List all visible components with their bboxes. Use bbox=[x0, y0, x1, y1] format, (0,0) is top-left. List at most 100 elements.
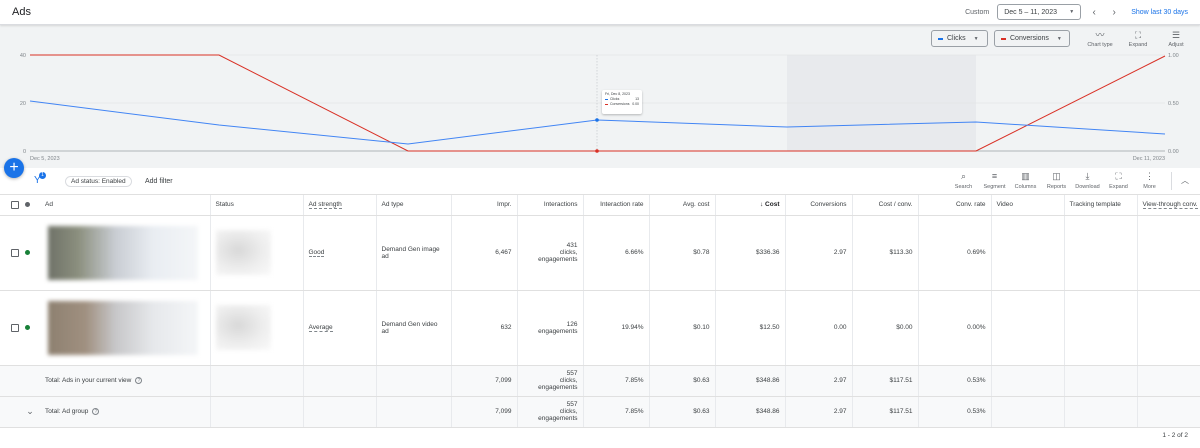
col-impr[interactable]: Impr. bbox=[450, 195, 517, 216]
ad-type-cell: Demand Gen image ad bbox=[375, 215, 451, 291]
tooltip-clicks-label: Clicks bbox=[610, 97, 620, 101]
tooltip-conversions-value: 0.00 bbox=[632, 102, 639, 106]
chart-type-button[interactable]: 〰 Chart type bbox=[1084, 30, 1116, 48]
ad-strength-cell[interactable]: Good bbox=[302, 215, 376, 291]
col-interactions[interactable]: Interactions bbox=[516, 195, 583, 216]
columns-button[interactable]: ▥ Columns bbox=[1010, 171, 1041, 190]
empty-cell bbox=[1063, 365, 1137, 397]
reports-button[interactable]: ◫ Reports bbox=[1041, 171, 1072, 190]
metric-selector-conversions[interactable]: Conversions ▼ bbox=[994, 30, 1070, 47]
reports-icon: ◫ bbox=[1052, 171, 1061, 181]
line-chart[interactable]: 40 20 0 1.00 0.50 0.00 Dec 5, 2023 Dec 1… bbox=[0, 25, 1200, 168]
cost-per-conv-cell: $0.00 bbox=[851, 290, 918, 366]
svg-text:0.00: 0.00 bbox=[1168, 149, 1179, 155]
chevron-right-icon[interactable]: › bbox=[1112, 6, 1116, 18]
segment-icon: ≡ bbox=[991, 171, 998, 181]
video-cell bbox=[990, 215, 1064, 291]
col-cost-sorted[interactable]: ↓ Cost bbox=[714, 195, 785, 216]
help-icon[interactable]: ? bbox=[92, 407, 100, 415]
table-row[interactable]: Average Demand Gen video ad 632 126 engag… bbox=[0, 290, 1200, 366]
conversions-cell: 2.97 bbox=[784, 215, 852, 291]
total-label-cell: Total: Ad group? bbox=[40, 396, 210, 428]
status-dot bbox=[20, 215, 40, 291]
cost-cell: $336.36 bbox=[714, 215, 785, 291]
total-row-current-view: Total: Ads in your current view? 7,099 5… bbox=[0, 365, 1200, 397]
row-checkbox[interactable] bbox=[0, 215, 20, 291]
interactions-type: clicks, engagements bbox=[538, 249, 578, 263]
tooltip-conversions-label: Conversions bbox=[610, 102, 630, 106]
expand-label: Expand bbox=[1109, 184, 1128, 190]
add-filter-button[interactable]: Add filter bbox=[145, 178, 173, 185]
search-button[interactable]: ⌕ Search bbox=[948, 171, 979, 190]
ad-preview[interactable] bbox=[40, 290, 210, 366]
add-ad-button[interactable]: + bbox=[4, 158, 24, 178]
status-dot bbox=[20, 290, 40, 366]
interactions-type: clicks, engagements bbox=[538, 377, 578, 391]
impr-cell: 7,099 bbox=[450, 365, 517, 397]
row-checkbox[interactable] bbox=[0, 290, 20, 366]
col-ad[interactable]: Ad bbox=[40, 195, 210, 216]
ad-strength-cell[interactable]: Average bbox=[302, 290, 376, 366]
interaction-rate-cell: 6.66% bbox=[582, 215, 649, 291]
chevron-left-icon[interactable]: ‹ bbox=[1092, 6, 1096, 18]
tracking-template-cell bbox=[1063, 215, 1137, 291]
tooltip-clicks-value: 13 bbox=[635, 97, 639, 101]
avg-cost-cell: $0.63 bbox=[648, 396, 715, 428]
segment-button[interactable]: ≡ Segment bbox=[979, 171, 1010, 190]
download-icon: ⤓ bbox=[1085, 171, 1090, 181]
conv-rate-cell: 0.53% bbox=[917, 365, 991, 397]
col-ad-strength[interactable]: Ad strength bbox=[302, 195, 376, 216]
svg-text:0.50: 0.50 bbox=[1168, 101, 1179, 107]
view-through-cell: 0 bbox=[1136, 215, 1200, 291]
more-button[interactable]: ⋮ More bbox=[1134, 171, 1165, 190]
col-tracking-template[interactable]: Tracking template bbox=[1063, 195, 1137, 216]
interactions-cell: 557 clicks, engagements bbox=[516, 396, 583, 428]
date-range-picker[interactable]: Dec 5 – 11, 2023 ▼ bbox=[997, 4, 1082, 20]
empty-cell bbox=[990, 365, 1064, 397]
ad-thumbnail bbox=[48, 225, 198, 280]
chart-expand-button[interactable]: ⛶ Expand bbox=[1122, 30, 1154, 48]
ad-preview[interactable] bbox=[40, 215, 210, 291]
table-expand-button[interactable]: ⛶ Expand bbox=[1103, 171, 1134, 190]
metric-selector-clicks[interactable]: Clicks ▼ bbox=[931, 30, 988, 47]
col-status[interactable]: Status bbox=[209, 195, 303, 216]
total-label-cell: Total: Ads in your current view? bbox=[40, 365, 210, 397]
empty-cell bbox=[302, 365, 376, 397]
ad-thumbnail bbox=[48, 300, 198, 355]
filter-chip-ad-status[interactable]: Ad status: Enabled bbox=[65, 176, 132, 187]
chart-adjust-button[interactable]: ☰ Adjust bbox=[1160, 30, 1192, 48]
show-last-30-days-link[interactable]: Show last 30 days bbox=[1131, 8, 1188, 16]
collapse-chevron-up-icon[interactable]: ︿ bbox=[1181, 176, 1189, 185]
metric-clicks-label: Clicks bbox=[947, 35, 966, 42]
segment-label: Segment bbox=[983, 184, 1006, 190]
ad-strength-header-label: Ad strength bbox=[308, 201, 342, 210]
conv-rate-cell: 0.53% bbox=[917, 396, 991, 428]
status-blurred bbox=[215, 230, 271, 275]
col-conversions[interactable]: Conversions bbox=[784, 195, 852, 216]
svg-text:Dec 5, 2023: Dec 5, 2023 bbox=[30, 156, 60, 162]
download-button[interactable]: ⤓ Download bbox=[1072, 171, 1103, 190]
date-range-value: Dec 5 – 11, 2023 bbox=[1004, 8, 1057, 16]
impr-cell: 7,099 bbox=[450, 396, 517, 428]
columns-icon: ▥ bbox=[1021, 171, 1030, 181]
svg-text:Dec 11, 2023: Dec 11, 2023 bbox=[1133, 156, 1165, 162]
video-cell bbox=[990, 290, 1064, 366]
download-label: Download bbox=[1075, 184, 1100, 190]
select-all-checkbox[interactable] bbox=[0, 195, 20, 216]
ads-table: Ad Status Ad strength Ad type Impr. Inte… bbox=[0, 195, 1200, 428]
col-view-through-conv[interactable]: View-through conv. bbox=[1136, 195, 1200, 216]
col-ad-type[interactable]: Ad type bbox=[375, 195, 451, 216]
col-cost-per-conv[interactable]: Cost / conv. bbox=[851, 195, 918, 216]
col-conv-rate[interactable]: Conv. rate bbox=[917, 195, 991, 216]
col-video[interactable]: Video bbox=[990, 195, 1064, 216]
conv-rate-cell: 0.69% bbox=[917, 215, 991, 291]
table-row[interactable]: Good Demand Gen image ad 6,467 431 clicks… bbox=[0, 215, 1200, 291]
interactions-cell: 557 clicks, engagements bbox=[516, 365, 583, 397]
col-interaction-rate[interactable]: Interaction rate bbox=[582, 195, 649, 216]
interactions-count: 126 bbox=[566, 320, 578, 328]
col-avg-cost[interactable]: Avg. cost bbox=[648, 195, 715, 216]
expand-chevron-down-icon[interactable]: ⌄ bbox=[20, 396, 40, 428]
conversions-cell: 0.00 bbox=[784, 290, 852, 366]
help-icon[interactable]: ? bbox=[135, 376, 143, 384]
